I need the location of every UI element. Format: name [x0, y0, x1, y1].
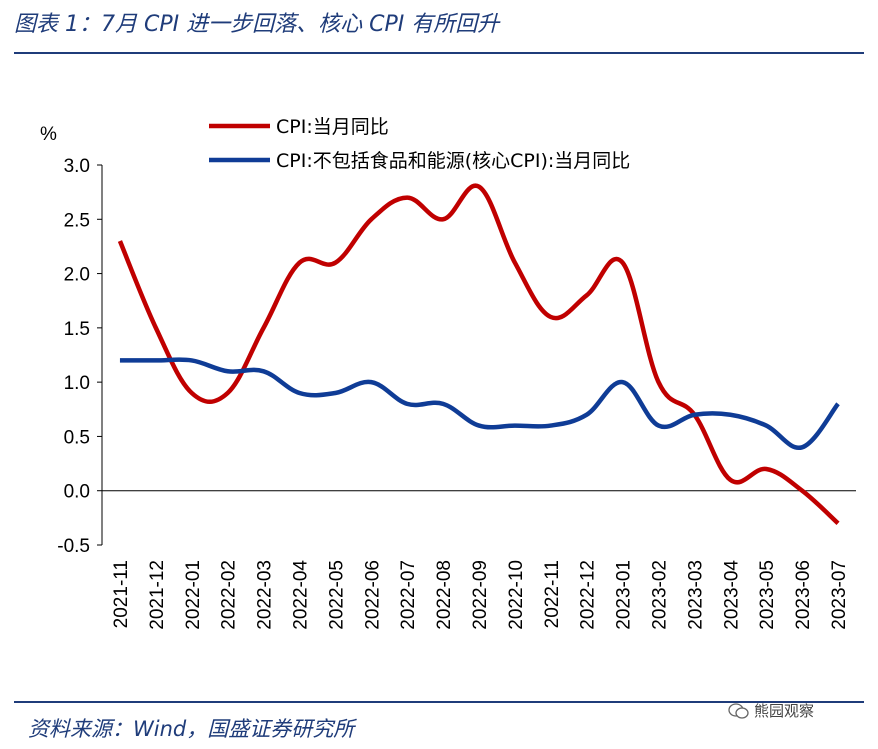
- x-tick-label: 2021-12: [147, 560, 168, 630]
- y-tick-label: 2.0: [64, 265, 90, 286]
- y-tick-labels: 3.0 2.5 2.0 1.5 1.0 0.5 0.0 -0.5: [57, 156, 90, 557]
- y-tick-label: 0.5: [64, 427, 90, 448]
- x-tick-label: 2022-06: [362, 560, 383, 630]
- x-tick-label: 2022-11: [542, 560, 563, 628]
- x-tick-label: 2022-05: [326, 560, 347, 630]
- series-line-0: [117, 183, 840, 525]
- x-tick-label: 2023-03: [685, 560, 706, 630]
- axes: [97, 164, 856, 546]
- title-rule: [14, 52, 864, 54]
- y-tick-label: 1.0: [64, 373, 90, 394]
- series-line-1: [119, 357, 840, 450]
- legend-label-1: CPI:不包括食品和能源(核心CPI):当月同比: [276, 150, 630, 172]
- y-unit-label: %: [40, 124, 57, 145]
- x-tick-label: 2022-09: [470, 560, 491, 630]
- watermark: 熊园观察: [728, 700, 814, 721]
- source-note: 资料来源：Wind，国盛证券研究所: [28, 717, 355, 741]
- chart-title: 图表 1：7月 CPI 进一步回落、核心 CPI 有所回升: [14, 12, 500, 37]
- x-tick-label: 2022-08: [434, 560, 455, 630]
- line-chart: % 3.02.52.01.51.00.50.0-0.5 2021-11 2021-…: [40, 116, 856, 630]
- x-tick-label: 2023-02: [650, 560, 671, 630]
- x-tick-label: 2023-07: [829, 560, 850, 630]
- footer-rule: [14, 701, 864, 703]
- legend-label-0: CPI:当月同比: [276, 116, 389, 138]
- wechat-icon: [728, 702, 749, 719]
- x-tick-label: 2023-04: [721, 560, 742, 630]
- x-tick-label: 2021-11: [111, 560, 132, 628]
- x-tick-label: 2022-07: [398, 560, 419, 630]
- x-tick-label: 2023-05: [757, 560, 778, 630]
- x-tick-labels: 2021-11 2021-12 2022-01 2022-02 2022-03 2022-…: [111, 560, 850, 630]
- watermark-text: 熊园观察: [754, 702, 815, 720]
- x-tick-label: 2022-12: [578, 560, 599, 630]
- y-tick-label: 1.5: [64, 319, 90, 340]
- x-tick-label: 2022-03: [255, 560, 276, 630]
- x-tick-label: 2022-10: [506, 560, 527, 630]
- x-tick-label: 2022-01: [183, 560, 204, 630]
- y-tick-label: 2.5: [64, 210, 90, 231]
- y-tick-label: 0.0: [64, 482, 90, 503]
- x-tick-label: 2023-06: [793, 560, 814, 630]
- y-tick-label: -0.5: [57, 536, 90, 557]
- x-tick-label: 2023-01: [614, 560, 635, 630]
- x-tick-label: 2022-04: [290, 560, 311, 630]
- series-lines: [117, 183, 840, 525]
- legend: CPI:当月同比 CPI:不包括食品和能源(核心CPI):当月同比: [209, 116, 630, 172]
- y-tick-label: 3.0: [64, 156, 90, 177]
- x-tick-label: 2022-02: [219, 560, 240, 630]
